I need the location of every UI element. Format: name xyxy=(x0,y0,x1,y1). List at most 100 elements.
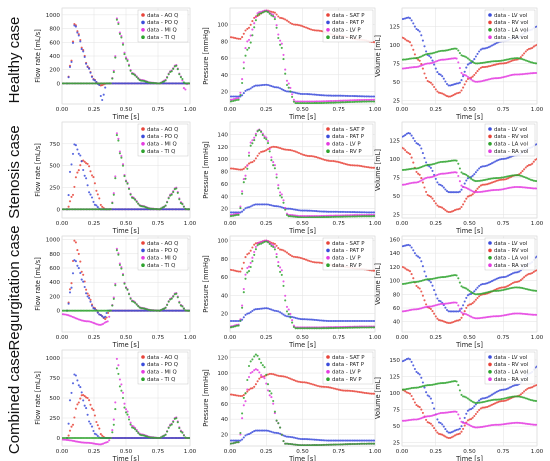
data-point xyxy=(188,82,190,85)
data-point xyxy=(535,157,537,160)
data-point xyxy=(277,36,280,40)
data-point xyxy=(297,317,301,320)
data-point xyxy=(277,247,280,250)
data-point xyxy=(325,101,328,104)
data-point xyxy=(95,189,98,192)
data-point xyxy=(495,60,498,63)
y-tick-label: 600 xyxy=(49,266,60,272)
data-point xyxy=(85,292,88,295)
data-point xyxy=(239,394,242,398)
data-point xyxy=(513,271,516,274)
data-point xyxy=(117,253,120,256)
data-point xyxy=(341,319,344,323)
data-point xyxy=(313,100,316,103)
data-point xyxy=(310,216,313,218)
data-point xyxy=(246,390,249,393)
data-point xyxy=(455,82,458,85)
data-point xyxy=(445,172,449,175)
data-point xyxy=(478,295,481,298)
data-point xyxy=(85,208,88,211)
data-point xyxy=(294,91,297,94)
data-point xyxy=(482,165,486,168)
data-point xyxy=(175,187,178,190)
data-point xyxy=(365,95,368,98)
data-point xyxy=(308,93,311,96)
data-point xyxy=(297,216,301,218)
data-point xyxy=(524,397,527,400)
data-point xyxy=(408,153,412,156)
data-point xyxy=(111,304,114,307)
data-point xyxy=(256,429,259,432)
data-point xyxy=(330,101,333,104)
data-point xyxy=(126,82,129,85)
data-point xyxy=(519,56,522,59)
x-tick-label: 0.75 xyxy=(497,107,510,113)
x-axis-label: Time [s] xyxy=(112,341,140,349)
data-point xyxy=(523,52,526,55)
data-point xyxy=(404,310,407,313)
data-point xyxy=(510,286,513,290)
data-point xyxy=(367,215,370,218)
data-point xyxy=(253,253,256,256)
data-point xyxy=(265,203,268,206)
data-point xyxy=(529,61,532,64)
data-point xyxy=(140,434,143,437)
data-point xyxy=(426,79,429,83)
data-point xyxy=(230,98,233,101)
data-point xyxy=(363,211,366,214)
data-point xyxy=(177,436,180,440)
data-point xyxy=(460,205,463,209)
data-point xyxy=(474,317,477,320)
data-point xyxy=(180,82,183,85)
data-point xyxy=(330,439,333,442)
data-point xyxy=(510,273,513,276)
data-point xyxy=(358,215,361,218)
legend-entry: data - RV vol xyxy=(494,20,528,26)
data-point xyxy=(121,436,124,440)
data-point xyxy=(63,313,67,316)
data-point xyxy=(246,40,249,43)
data-point xyxy=(270,396,273,399)
data-point xyxy=(365,319,368,323)
data-point xyxy=(370,100,373,103)
data-point xyxy=(303,216,306,218)
data-point xyxy=(67,436,70,440)
data-point xyxy=(470,189,473,192)
y-tick-label: 1000 xyxy=(46,238,61,244)
data-point xyxy=(275,173,278,176)
data-point xyxy=(426,305,429,308)
data-point xyxy=(308,100,311,103)
data-point xyxy=(249,371,252,375)
data-point xyxy=(495,63,498,66)
y-tick-label: 400 xyxy=(49,54,60,60)
y-tick-label: 100 xyxy=(217,23,228,29)
data-point xyxy=(513,421,516,424)
data-point xyxy=(237,270,240,273)
data-point xyxy=(407,281,410,285)
data-point xyxy=(296,23,299,26)
data-point xyxy=(457,61,460,64)
y-tick-label: 20 xyxy=(221,207,229,213)
data-point xyxy=(318,29,321,32)
data-point xyxy=(404,67,407,70)
data-point xyxy=(500,286,503,289)
data-point xyxy=(418,417,421,420)
data-point xyxy=(444,58,447,61)
data-point xyxy=(413,386,416,389)
data-point xyxy=(449,302,452,305)
data-point xyxy=(334,210,337,213)
data-point xyxy=(325,159,328,162)
data-point xyxy=(404,17,407,20)
data-point xyxy=(442,77,445,80)
data-point xyxy=(114,208,117,211)
data-point xyxy=(303,258,306,261)
data-point xyxy=(263,136,266,140)
data-point xyxy=(408,309,412,312)
data-point xyxy=(439,433,442,436)
data-point xyxy=(265,83,268,86)
data-point xyxy=(498,176,502,179)
data-point xyxy=(407,269,410,272)
data-point xyxy=(90,75,94,78)
data-point xyxy=(495,177,498,180)
data-point xyxy=(420,177,423,180)
